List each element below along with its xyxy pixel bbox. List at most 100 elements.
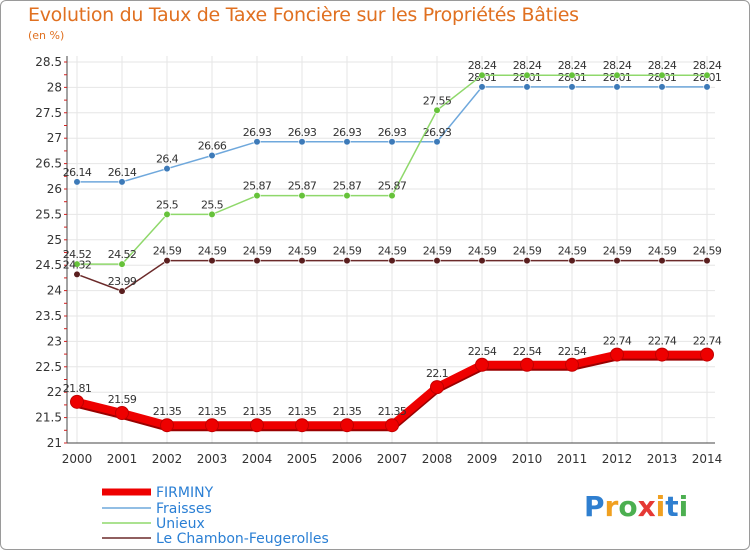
data-point-unieux [388, 192, 396, 200]
chart-title: Evolution du Taux de Taxe Foncière sur l… [28, 4, 579, 26]
data-point-le-chambon-feugerolles [568, 257, 576, 265]
data-label-firminy: 21.35 [198, 405, 227, 418]
data-point-unieux [118, 260, 126, 268]
x-tick-label: 2005 [287, 452, 318, 466]
data-point-le-chambon-feugerolles [73, 270, 81, 278]
x-tick-label: 2012 [602, 452, 633, 466]
y-tick-label: 22.5 [35, 360, 62, 374]
data-point-unieux [523, 71, 531, 79]
data-label-le-chambon-feugerolles: 24.59 [513, 245, 542, 258]
data-label-fraisses: 26.93 [423, 126, 452, 139]
x-tick-label: 2009 [467, 452, 498, 466]
data-label-fraisses: 26.14 [108, 166, 137, 179]
data-label-fraisses: 26.93 [333, 126, 362, 139]
data-label-firminy: 21.35 [288, 405, 317, 418]
data-point-unieux [613, 71, 621, 79]
data-point-firminy [520, 357, 534, 372]
data-point-le-chambon-feugerolles [118, 287, 126, 295]
data-label-unieux: 28.24 [693, 59, 722, 72]
data-point-firminy [475, 357, 489, 372]
data-label-le-chambon-feugerolles: 24.59 [423, 245, 452, 258]
data-point-fraisses [568, 83, 576, 91]
data-point-firminy [700, 347, 714, 362]
x-tick-label: 2003 [197, 452, 228, 466]
x-tick-label: 2013 [647, 452, 678, 466]
y-tick-label: 21 [47, 436, 62, 450]
data-point-unieux [478, 71, 486, 79]
data-label-le-chambon-feugerolles: 24.59 [153, 245, 182, 258]
y-tick-label: 24.5 [35, 258, 62, 272]
data-point-firminy [115, 406, 129, 421]
data-label-firminy: 21.35 [153, 405, 182, 418]
data-point-unieux [433, 106, 441, 114]
data-point-firminy [385, 418, 399, 433]
data-label-fraisses: 26.93 [288, 126, 317, 139]
data-point-unieux [208, 210, 216, 218]
y-tick-label: 26 [47, 182, 62, 196]
data-label-le-chambon-feugerolles: 24.59 [558, 245, 587, 258]
data-label-unieux: 28.24 [648, 59, 677, 72]
data-point-le-chambon-feugerolles [658, 257, 666, 265]
data-label-firminy: 22.1 [426, 367, 448, 380]
x-tick-label: 2006 [332, 452, 363, 466]
legend-label-le-chambon-feugerolles: Le Chambon-Feugerolles [156, 531, 329, 547]
y-tick-label: 25.5 [35, 207, 62, 221]
data-point-le-chambon-feugerolles [388, 257, 396, 265]
data-label-firminy: 22.54 [558, 345, 587, 358]
data-point-le-chambon-feugerolles [613, 257, 621, 265]
data-point-unieux [163, 210, 171, 218]
data-label-firminy: 22.74 [648, 335, 677, 348]
data-point-le-chambon-feugerolles [343, 257, 351, 265]
y-tick-label: 23 [47, 334, 62, 348]
data-point-le-chambon-feugerolles [253, 257, 261, 265]
data-point-fraisses [208, 151, 216, 160]
data-label-unieux: 25.5 [156, 198, 179, 211]
data-label-le-chambon-feugerolles: 24.59 [243, 245, 272, 258]
data-label-le-chambon-feugerolles: 24.32 [63, 258, 92, 271]
data-label-le-chambon-feugerolles: 24.59 [603, 245, 632, 258]
data-label-le-chambon-feugerolles: 24.59 [468, 245, 497, 258]
data-label-unieux: 25.87 [288, 180, 317, 193]
data-point-le-chambon-feugerolles [433, 257, 441, 265]
data-point-fraisses [388, 138, 396, 146]
y-tick-label: 21.5 [35, 411, 62, 425]
data-point-le-chambon-feugerolles [163, 257, 171, 265]
y-tick-label: 27 [47, 131, 62, 145]
data-label-unieux: 24.52 [108, 248, 137, 261]
x-tick-label: 2011 [557, 452, 588, 466]
unit-label: (en %) [28, 29, 65, 42]
data-label-unieux: 27.55 [423, 94, 452, 107]
data-label-unieux: 28.24 [513, 59, 542, 72]
data-label-le-chambon-feugerolles: 24.59 [288, 245, 317, 258]
data-label-le-chambon-feugerolles: 24.59 [693, 245, 722, 258]
data-point-unieux [703, 71, 711, 79]
x-tick-label: 2008 [422, 452, 453, 466]
data-label-fraisses: 26.93 [378, 126, 407, 139]
data-point-le-chambon-feugerolles [703, 257, 711, 265]
data-label-unieux: 28.24 [468, 59, 497, 72]
y-tick-label: 27.5 [35, 106, 62, 120]
data-point-firminy [250, 418, 264, 433]
x-tick-label: 2002 [152, 452, 183, 466]
data-point-unieux [253, 192, 261, 200]
x-tick-label: 2004 [242, 452, 273, 466]
data-point-fraisses [118, 178, 126, 186]
x-tick-label: 2007 [377, 452, 408, 466]
data-label-firminy: 21.35 [333, 405, 362, 418]
x-tick-label: 2000 [62, 452, 93, 466]
data-point-firminy [430, 380, 444, 395]
data-label-unieux: 24.52 [63, 248, 92, 261]
data-label-unieux: 25.87 [333, 180, 362, 193]
data-point-unieux [298, 192, 306, 200]
data-label-le-chambon-feugerolles: 24.59 [198, 245, 227, 258]
data-point-le-chambon-feugerolles [298, 257, 306, 265]
data-point-firminy [160, 418, 174, 433]
data-point-fraisses [253, 138, 261, 146]
data-point-fraisses [163, 165, 171, 173]
data-label-firminy: 21.35 [243, 405, 272, 418]
data-point-firminy [565, 357, 579, 372]
data-point-firminy [340, 418, 354, 433]
y-tick-label: 28 [47, 80, 62, 94]
